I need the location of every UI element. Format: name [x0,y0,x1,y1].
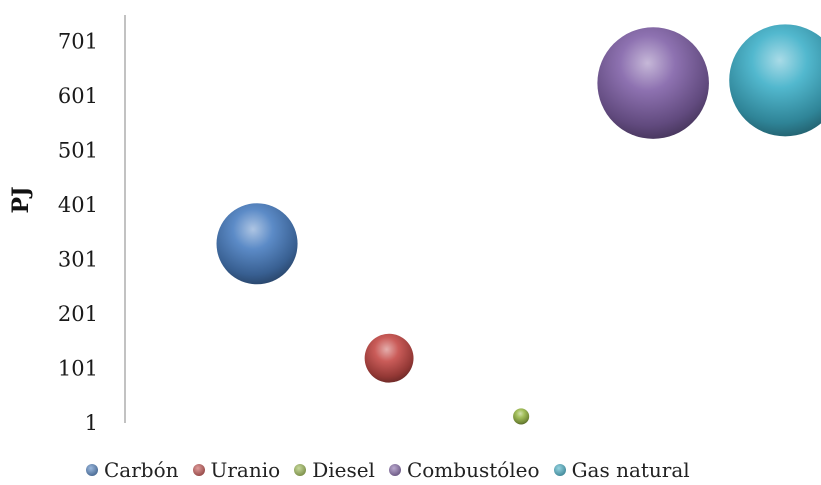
bubble-gas-natural [729,24,821,137]
legend-label: Diesel [312,458,375,482]
y-tick-label: 301 [58,248,98,272]
legend-swatch [294,464,307,476]
y-tick-label: 201 [58,302,98,326]
legend-label: Carbón [104,458,179,482]
legend-label: Gas natural [571,458,690,482]
y-tick-label: 401 [58,193,98,217]
legend-label: Uranio [210,458,281,482]
bubble-uranio [364,333,414,383]
legend-swatch [388,464,401,476]
legend: Carbón Uranio Diesel Combustóleo Gas natural [86,455,821,485]
legend-item: Carbón [86,458,179,482]
legend-swatch [553,464,566,476]
y-tick-labels: 1 101 201 301 401 501 601 701 [58,30,98,435]
y-axis-label: PJ [8,187,34,214]
legend-item: Combustóleo [388,458,540,482]
legend-item: Uranio [192,458,281,482]
legend-item: Gas natural [553,458,690,482]
bubble-diesel [513,408,530,425]
bubble-combust-leo [597,27,709,139]
y-tick-label: 501 [58,139,98,163]
bubbles [216,24,821,425]
legend-item: Diesel [294,458,375,482]
y-tick-label: 1 [85,411,98,435]
legend-label: Combustóleo [406,458,540,482]
bubble-carb-n [216,203,298,285]
legend-swatch [192,464,205,476]
y-tick-label: 101 [58,357,98,381]
y-tick-label: 601 [58,84,98,108]
y-tick-label: 701 [58,30,98,54]
legend-swatch [86,464,98,476]
